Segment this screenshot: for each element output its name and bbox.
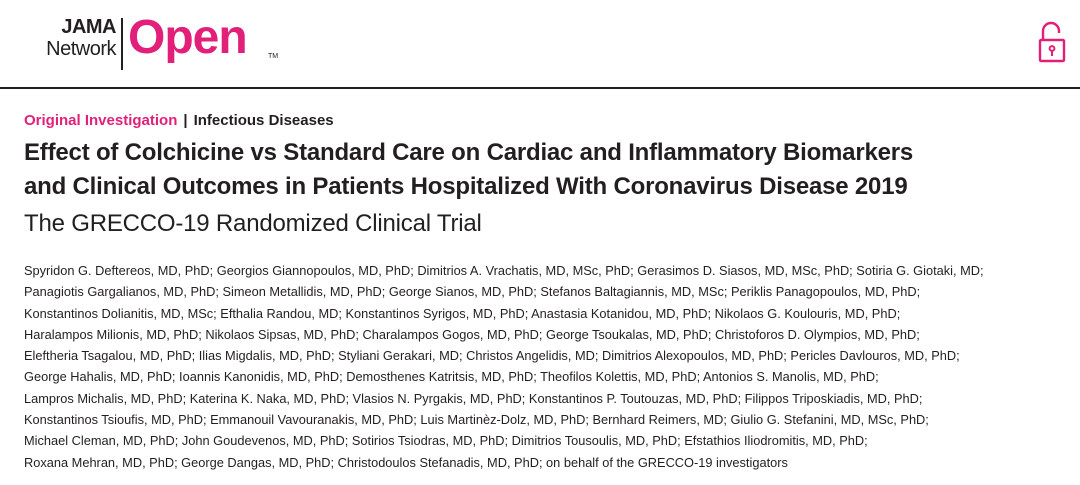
- article-title-line: Effect of Colchicine vs Standard Care on…: [24, 139, 914, 166]
- logo-open-text: Open: [128, 11, 248, 64]
- article-title-line: and Clinical Outcomes in Patients Hospit…: [24, 173, 908, 200]
- logo-jama-text: JAMA: [61, 16, 116, 38]
- category-separator: |: [183, 112, 188, 129]
- logo-trademark: TM: [268, 53, 279, 60]
- author-line: Konstantinos Dolianitis, MD, MSc; Efthal…: [24, 305, 901, 321]
- author-line: Lampros Michalis, MD, PhD; Katerina K. N…: [24, 390, 923, 406]
- article-title: Effect of Colchicine vs Standard Care on…: [24, 136, 1064, 204]
- author-line: Michael Cleman, MD, PhD; John Goudevenos…: [24, 433, 868, 449]
- author-list: Spyridon G. Deftereos, MD, PhD; Georgios…: [24, 260, 1064, 473]
- author-line: Konstantinos Tsioufis, MD, PhD; Emmanoui…: [24, 412, 929, 428]
- header-divider: [0, 87, 1080, 89]
- author-line: Spyridon G. Deftereos, MD, PhD; Georgios…: [24, 263, 984, 278]
- author-line: Roxana Mehran, MD, PhD; George Dangas, M…: [24, 454, 788, 470]
- article-subtitle: The GRECCO-19 Randomized Clinical Trial: [24, 210, 482, 237]
- open-lock-icon: [1038, 21, 1066, 63]
- article-type[interactable]: Original Investigation: [24, 112, 178, 129]
- logo-network-text: Network: [46, 38, 116, 60]
- article-category: Original Investigation | Infectious Diseas…: [24, 112, 334, 130]
- author-line: Haralampos Milionis, MD, PhD; Nikolaos S…: [24, 326, 920, 342]
- article-topic[interactable]: Infectious Diseases: [193, 112, 334, 129]
- logo-divider-bar: [121, 18, 123, 70]
- logo-wordmark-jama-network: JAMA Network: [24, 16, 116, 60]
- author-line: Eleftheria Tsagalou, MD, PhD; Ilias Migd…: [24, 348, 960, 364]
- author-line: George Hahalis, MD, PhD; Ioannis Kanonid…: [24, 369, 879, 385]
- author-line: Panagiotis Gargalianos, MD, PhD; Simeon …: [24, 284, 921, 300]
